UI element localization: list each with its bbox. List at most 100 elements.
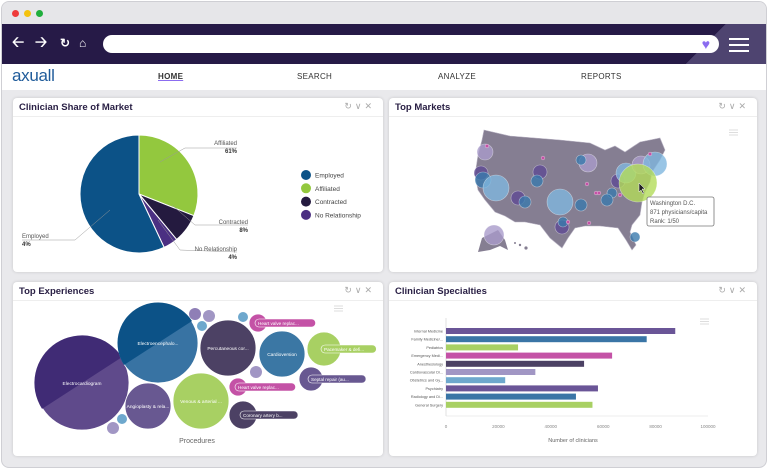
market-bubble[interactable]: [575, 154, 587, 166]
bar[interactable]: [446, 369, 536, 375]
slice-label-name: No Relationship: [195, 247, 238, 253]
market-bubble[interactable]: [600, 193, 614, 207]
maximize-window-button[interactable]: [36, 10, 43, 17]
hamburger-icon[interactable]: [729, 38, 749, 56]
back-arrow-icon[interactable]: 🡠: [12, 34, 25, 51]
label-leader-line: [171, 204, 248, 226]
market-bubble[interactable]: [596, 190, 602, 196]
market-bubble[interactable]: [586, 220, 592, 226]
panel-controls[interactable]: ↻∨✕: [718, 101, 749, 111]
market-bubble[interactable]: [484, 143, 490, 149]
bubble-label: Coronary artery b...: [243, 413, 283, 418]
market-bubble[interactable]: [546, 188, 574, 216]
legend-item[interactable]: Employed: [315, 173, 344, 180]
logo[interactable]: axuall: [12, 66, 55, 86]
small-bubble[interactable]: [238, 312, 248, 322]
pie-slice-affiliated[interactable]: [138, 134, 199, 217]
category-label: Cardiovascular Di...: [410, 371, 443, 375]
market-bubble[interactable]: [647, 151, 653, 157]
x-axis-label: Procedures: [179, 438, 215, 445]
panel-title: Top Experiences: [19, 286, 95, 297]
pie-slice-employed[interactable]: [79, 134, 165, 254]
category-label: Obstetrics and Gy...: [410, 379, 443, 383]
home-icon[interactable]: ⌂: [79, 36, 87, 50]
minimize-window-button[interactable]: [24, 10, 31, 17]
bubble-label-pill: [254, 318, 316, 328]
category-label: Anesthesiology: [417, 362, 443, 366]
slice-label-value: 8%: [239, 228, 248, 234]
small-bubble[interactable]: [189, 308, 201, 320]
market-bubble[interactable]: [584, 181, 590, 187]
market-bubble[interactable]: [482, 174, 510, 202]
x-tick-label: 0: [445, 424, 448, 429]
x-tick-label: 60000: [597, 424, 610, 429]
small-bubble[interactable]: [197, 321, 207, 331]
nav-analyze[interactable]: ANALYZE: [438, 72, 476, 81]
procedure-bubble[interactable]: [172, 372, 230, 430]
slice-label-value: 61%: [225, 149, 238, 155]
legend-item[interactable]: Affiliated: [315, 186, 340, 193]
procedure-bubble[interactable]: [124, 382, 172, 430]
bubble-label-pill: [307, 374, 367, 384]
bubble-label: Cardioversion: [267, 352, 297, 358]
market-bubble[interactable]: [574, 198, 588, 212]
panel-controls[interactable]: ↻∨✕: [344, 101, 375, 111]
category-label: General Surgery: [415, 403, 443, 407]
bar[interactable]: [446, 328, 676, 334]
market-bubble[interactable]: [565, 219, 571, 225]
market-bubble[interactable]: [530, 174, 544, 188]
market-bubble[interactable]: [617, 192, 623, 198]
small-bubble[interactable]: [107, 422, 119, 434]
procedure-bubble[interactable]: [258, 330, 306, 378]
legend-swatch: [301, 170, 311, 180]
procedure-bubble[interactable]: [199, 319, 257, 377]
market-bubble[interactable]: [629, 231, 641, 243]
category-label: Psychiatry: [425, 387, 443, 391]
panel-controls[interactable]: ↻∨✕: [344, 285, 375, 295]
label-leader-line: [159, 147, 237, 163]
heart-icon[interactable]: ♥: [701, 36, 710, 52]
bar[interactable]: [446, 401, 593, 408]
category-label: Internal Medicine: [414, 330, 443, 334]
tooltip-location: Washington D.C.: [650, 201, 695, 207]
bubble-label-pill: [234, 382, 296, 392]
bar[interactable]: [446, 360, 585, 367]
small-bubble[interactable]: [250, 366, 262, 378]
reload-icon[interactable]: ↻: [60, 36, 71, 50]
market-bubble[interactable]: [518, 195, 532, 209]
bar[interactable]: [446, 393, 576, 400]
panel-title: Top Markets: [395, 102, 451, 113]
x-tick-label: 20000: [492, 424, 505, 429]
map-tooltip: Washington D.C. 871 physicians/capita Ra…: [646, 196, 715, 227]
chart-menu-icon[interactable]: [729, 129, 738, 136]
nav-search[interactable]: SEARCH: [297, 72, 333, 81]
panel-controls[interactable]: ↻∨✕: [718, 285, 749, 295]
browser-toolbar: 🡠 🡢 ↻ ⌂ ♥: [2, 24, 766, 64]
close-window-button[interactable]: [12, 10, 19, 17]
forward-arrow-icon[interactable]: 🡢: [35, 34, 48, 51]
pie-chart: Affiliated 61% Contracted 8% No Relationship…: [22, 134, 361, 261]
market-bubble[interactable]: [476, 143, 494, 161]
bar[interactable]: [446, 377, 506, 384]
nav-reports[interactable]: REPORTS: [581, 72, 622, 81]
url-bar[interactable]: ♥: [103, 35, 719, 53]
bubble-label: Heart valve replac...: [258, 321, 299, 326]
market-bubble[interactable]: [540, 155, 546, 161]
chart-menu-icon[interactable]: [334, 305, 343, 312]
nav-home[interactable]: HOME: [158, 72, 184, 81]
small-bubble[interactable]: [203, 310, 215, 322]
small-bubble[interactable]: [117, 414, 127, 424]
legend-item[interactable]: Contracted: [315, 199, 347, 206]
slice-label-value: 4%: [228, 255, 237, 261]
chart-menu-icon[interactable]: [700, 318, 709, 325]
market-bubble[interactable]: [618, 163, 658, 203]
bar[interactable]: [446, 385, 598, 392]
bubble-label: Percutaneous cor...: [207, 346, 248, 352]
market-bubble[interactable]: [483, 224, 505, 246]
bubble-label: Electroencephalo...: [137, 341, 178, 347]
bar[interactable]: [446, 352, 613, 359]
bubble-label: Septal repair (au...: [311, 377, 349, 382]
bar[interactable]: [446, 336, 647, 343]
bar[interactable]: [446, 344, 519, 351]
legend-item[interactable]: No Relationship: [315, 212, 361, 219]
